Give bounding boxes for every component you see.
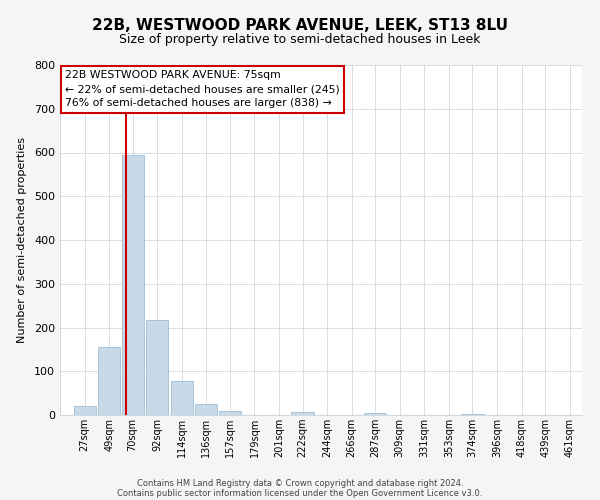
Bar [74, 406, 95, 415]
Bar [292, 412, 314, 415]
Bar [98, 347, 120, 415]
Y-axis label: Number of semi-detached properties: Number of semi-detached properties [17, 137, 27, 343]
Bar [171, 381, 193, 415]
Bar [219, 410, 241, 415]
Text: 22B, WESTWOOD PARK AVENUE, LEEK, ST13 8LU: 22B, WESTWOOD PARK AVENUE, LEEK, ST13 8L… [92, 18, 508, 32]
Bar [146, 320, 169, 415]
Text: Contains HM Land Registry data © Crown copyright and database right 2024.: Contains HM Land Registry data © Crown c… [137, 478, 463, 488]
Bar [364, 413, 386, 415]
Text: Contains public sector information licensed under the Open Government Licence v3: Contains public sector information licen… [118, 488, 482, 498]
Bar [196, 404, 217, 415]
Text: 22B WESTWOOD PARK AVENUE: 75sqm
← 22% of semi-detached houses are smaller (245)
: 22B WESTWOOD PARK AVENUE: 75sqm ← 22% of… [65, 70, 340, 108]
Text: Size of property relative to semi-detached houses in Leek: Size of property relative to semi-detach… [119, 32, 481, 46]
Bar [461, 414, 484, 415]
Bar [122, 154, 144, 415]
